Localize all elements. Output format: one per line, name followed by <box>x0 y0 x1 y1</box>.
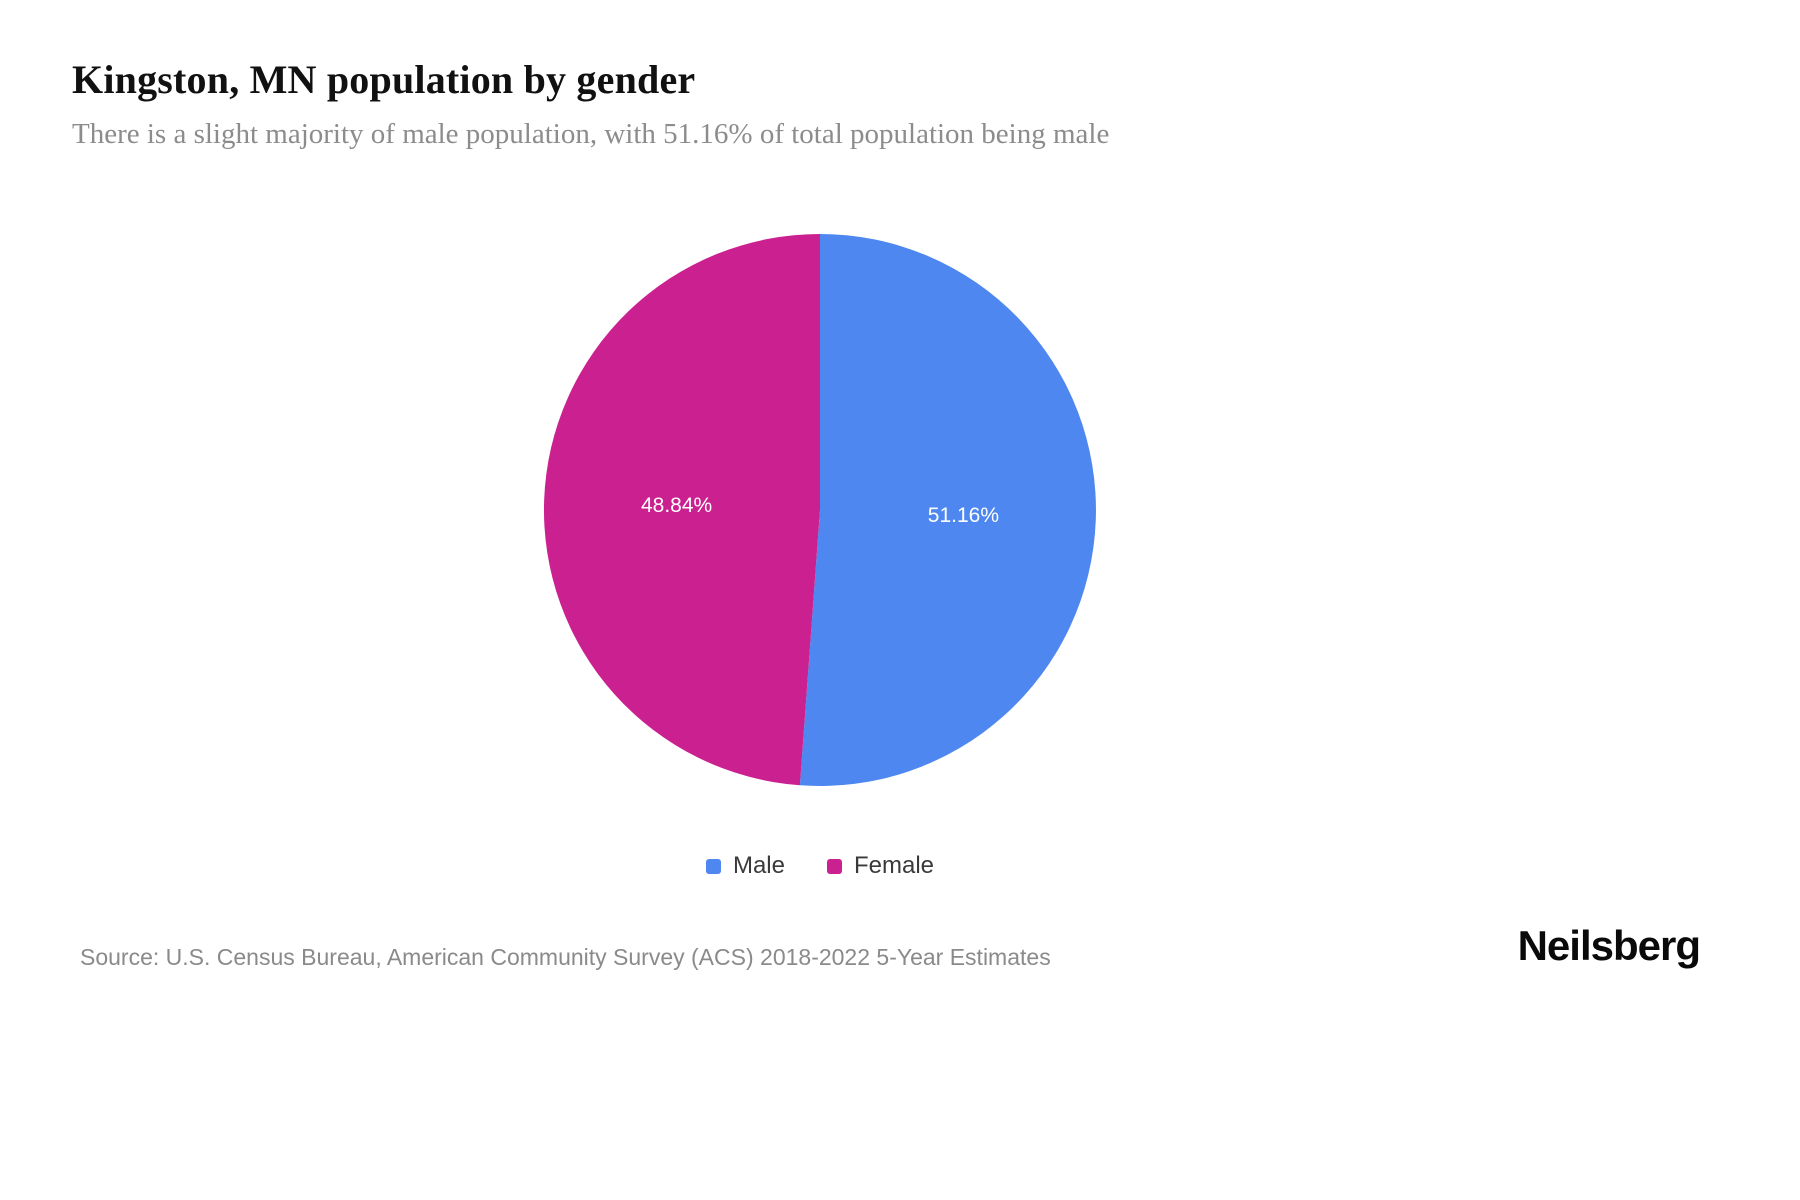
legend-swatch-male <box>705 858 721 874</box>
pie-slice-female[interactable] <box>543 234 820 786</box>
legend-item-male[interactable]: Male <box>705 852 785 880</box>
neilsberg-logo: Neilsberg <box>1517 922 1701 969</box>
chart-legend: Male Female <box>0 852 1640 880</box>
legend-label: Female <box>854 852 935 879</box>
pie-slice-label-male: 51.16% <box>928 504 999 527</box>
pie-slice-label-female: 48.84% <box>641 494 712 517</box>
legend-label: Male <box>732 852 785 879</box>
source-attribution: Source: U.S. Census Bureau, American Com… <box>80 944 1051 970</box>
chart-subtitle: There is a slight majority of male popul… <box>72 118 1110 150</box>
legend-item-female[interactable]: Female <box>827 852 934 880</box>
chart-title: Kingston, MN population by gender <box>72 57 696 102</box>
pie-slice-male[interactable] <box>799 234 1096 787</box>
legend-swatch-female <box>827 858 842 874</box>
